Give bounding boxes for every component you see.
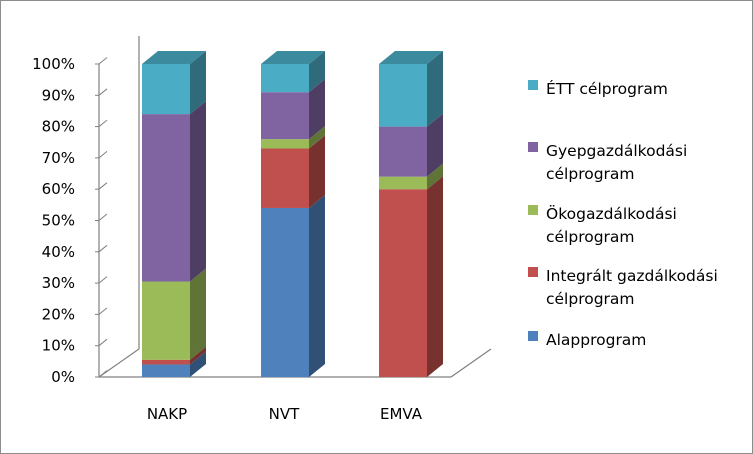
bar-side-alapprogram: [190, 351, 206, 377]
y-axis-ticks: 0% 10% 20% 30% 40% 50% 60% 70% 80% 90% 100%: [32, 55, 108, 386]
y-tick-depth: [98, 119, 108, 127]
bar-segment--kogazd-lkod-si-c-lprogram: [142, 281, 190, 360]
bar-side-integr-lt-gazd-lkod-si-c-lprogram: [190, 346, 206, 365]
legend-label: Alapprogram: [546, 331, 646, 349]
bar-side-gyepgazd-lkod-si-c-lprogram: [190, 101, 206, 282]
x-category-label: EMVA: [380, 405, 423, 423]
bar-side-alapprogram: [309, 194, 325, 377]
legend-entry: Alapprogram: [528, 331, 646, 349]
y-tick-label: 60%: [42, 180, 75, 198]
legend-swatch: [528, 205, 538, 215]
legend: ÉTT célprogram Gyepgazdálkodási célprogram…: [528, 79, 718, 349]
y-tick-label: 70%: [42, 149, 75, 167]
y-tick-depth: [98, 151, 108, 159]
y-tick-depth: [98, 213, 108, 221]
bar-segment-alapprogram: [142, 364, 190, 377]
bar-top-face: [379, 51, 443, 64]
bar-segment--tt-c-lprogram: [379, 64, 427, 127]
y-tick-depth: [98, 182, 108, 190]
x-category-label: NAKP: [147, 405, 187, 423]
legend-label: célprogram: [546, 290, 635, 308]
legend-label: célprogram: [546, 165, 635, 183]
legend-label: Integrált gazdálkodási: [546, 267, 718, 285]
legend-entry: ÉTT célprogram: [528, 79, 668, 98]
bar-stack-nvt: [261, 51, 325, 377]
bar-segment-integr-lt-gazd-lkod-si-c-lprogram: [379, 189, 427, 377]
y-tick-label: 0%: [51, 368, 75, 386]
y-tick-depth: [98, 57, 108, 65]
legend-label: ÉTT célprogram: [546, 79, 668, 98]
x-axis-categories: NAKP NVT EMVA: [147, 405, 423, 423]
y-tick-depth: [98, 276, 108, 284]
y-tick-label: 100%: [32, 55, 75, 73]
bar-segment-integr-lt-gazd-lkod-si-c-lprogram: [261, 148, 309, 208]
floor-edge: [99, 348, 492, 378]
x-category-label: NVT: [269, 405, 300, 423]
legend-swatch: [528, 142, 538, 152]
bar-segment-alapprogram: [261, 207, 309, 377]
bar-side-integr-lt-gazd-lkod-si-c-lprogram: [309, 135, 325, 208]
bar-side-integr-lt-gazd-lkod-si-c-lprogram: [427, 176, 443, 377]
y-tick-label: 30%: [42, 274, 75, 292]
y-tick-label: 40%: [42, 243, 75, 261]
bar-side--kogazd-lkod-si-c-lprogram: [309, 126, 325, 149]
legend-swatch: [528, 267, 538, 277]
y-tick-label: 20%: [42, 305, 75, 323]
y-tick-label: 80%: [42, 118, 75, 136]
bar-segment--tt-c-lprogram: [261, 64, 309, 93]
bar-segment--kogazd-lkod-si-c-lprogram: [261, 139, 309, 149]
legend-entry: Ökogazdálkodási célprogram: [528, 204, 677, 246]
bar-top-face: [142, 51, 206, 64]
back-wall-edge: [98, 36, 140, 378]
bar-side-gyepgazd-lkod-si-c-lprogram: [427, 113, 443, 177]
bar-segment-gyepgazd-lkod-si-c-lprogram: [379, 126, 427, 177]
y-tick-depth: [98, 244, 108, 253]
legend-entry: Gyepgazdálkodási célprogram: [528, 142, 687, 183]
bar-side--kogazd-lkod-si-c-lprogram: [427, 163, 443, 190]
y-tick-label: 10%: [42, 337, 75, 355]
y-tick-depth: [98, 338, 108, 347]
bar-segment-gyepgazd-lkod-si-c-lprogram: [142, 114, 190, 282]
y-tick-depth: [98, 88, 108, 96]
bars: [142, 51, 443, 377]
bar-segment--tt-c-lprogram: [142, 64, 190, 115]
y-tick-label: 90%: [42, 86, 75, 104]
legend-label: célprogram: [546, 228, 635, 246]
y-tick-label: 50%: [42, 212, 75, 230]
legend-swatch: [528, 80, 538, 90]
bar-segment--kogazd-lkod-si-c-lprogram: [379, 176, 427, 190]
bar-segment-integr-lt-gazd-lkod-si-c-lprogram: [142, 359, 190, 365]
bar-segment-gyepgazd-lkod-si-c-lprogram: [261, 92, 309, 140]
bar-side--tt-c-lprogram: [190, 51, 206, 115]
bar-side--tt-c-lprogram: [427, 51, 443, 127]
legend-swatch: [528, 331, 538, 341]
bar-side-gyepgazd-lkod-si-c-lprogram: [309, 79, 325, 140]
y-tick-depth: [98, 307, 108, 315]
bar-stack-nakp: [142, 51, 206, 377]
bar-side--kogazd-lkod-si-c-lprogram: [190, 268, 206, 360]
bar-side--tt-c-lprogram: [309, 51, 325, 93]
bar-stack-emva: [379, 51, 443, 377]
legend-entry: Integrált gazdálkodási célprogram: [528, 267, 718, 308]
legend-label: Gyepgazdálkodási: [546, 142, 687, 160]
legend-label: Ökogazdálkodási: [546, 204, 677, 223]
bar-top-face: [261, 51, 325, 64]
y-tick-depth: [98, 370, 108, 378]
